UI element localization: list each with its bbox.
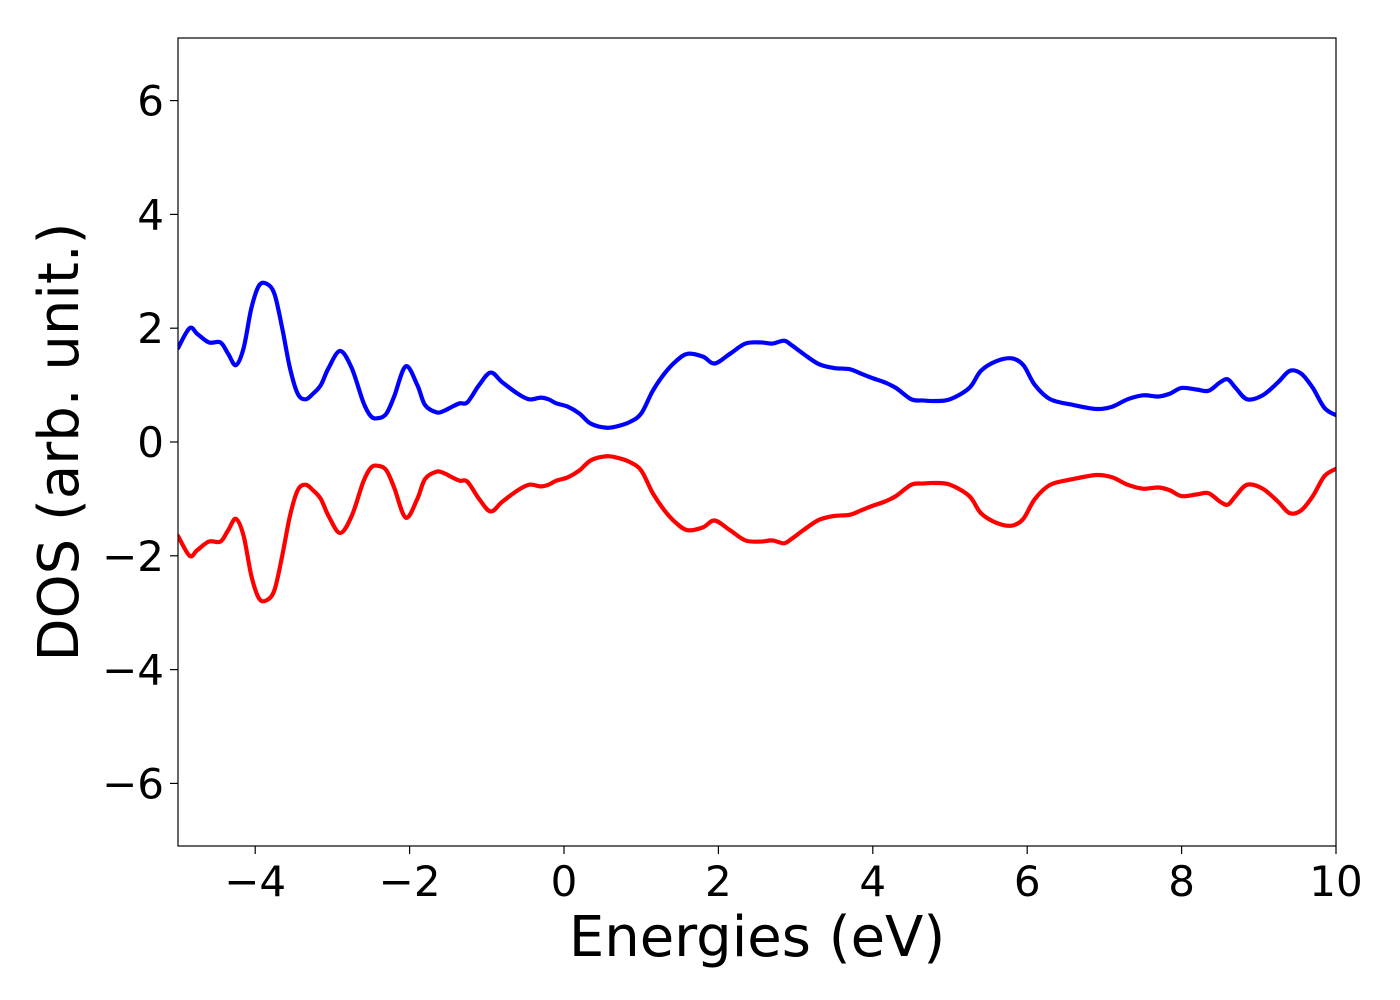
x-axis-ticks: −4 −2 0 2 4 6 8 10 bbox=[224, 846, 1363, 906]
y-tick-label: −6 bbox=[102, 759, 164, 808]
y-tick-label: 6 bbox=[137, 77, 164, 126]
y-tick-label: −2 bbox=[102, 532, 164, 581]
x-tick-label: −4 bbox=[224, 857, 286, 906]
x-tick-label: 0 bbox=[551, 857, 578, 906]
y-tick-label: 4 bbox=[137, 190, 164, 239]
x-tick-label: 6 bbox=[1014, 857, 1041, 906]
x-tick-label: 10 bbox=[1309, 857, 1362, 906]
y-tick-label: −4 bbox=[102, 646, 164, 695]
y-axis-ticks: −6 −4 −2 0 2 4 6 bbox=[102, 77, 178, 808]
x-tick-label: 4 bbox=[859, 857, 886, 906]
y-tick-label: 0 bbox=[137, 418, 164, 467]
x-axis-label: Energies (eV) bbox=[569, 905, 945, 970]
series-line-2 bbox=[178, 454, 1336, 604]
series-line-1 bbox=[178, 280, 1336, 430]
y-tick-label: 2 bbox=[137, 304, 164, 353]
x-tick-label: 8 bbox=[1168, 857, 1195, 906]
plot-frame bbox=[177, 37, 1337, 847]
y-axis-label: DOS (arb. unit.) bbox=[27, 222, 92, 661]
x-tick-label: 2 bbox=[705, 857, 732, 906]
series-layer bbox=[178, 280, 1336, 604]
x-tick-label: −2 bbox=[379, 857, 441, 906]
